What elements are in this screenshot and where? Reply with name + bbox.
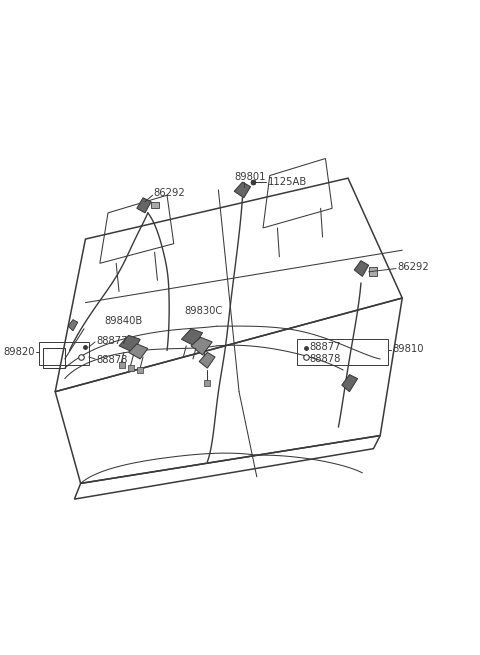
Text: 89830C: 89830C [185, 306, 223, 316]
Polygon shape [151, 202, 159, 208]
Polygon shape [199, 352, 215, 368]
Polygon shape [191, 337, 212, 355]
Text: 89801: 89801 [234, 172, 266, 182]
Polygon shape [342, 375, 358, 392]
Polygon shape [119, 335, 140, 352]
Polygon shape [369, 267, 377, 276]
Polygon shape [234, 182, 251, 198]
Text: 89840B: 89840B [105, 316, 143, 326]
Text: 88877: 88877 [96, 335, 128, 346]
Polygon shape [137, 198, 151, 213]
Text: 1125AB: 1125AB [268, 177, 307, 187]
Text: 86292: 86292 [397, 262, 429, 272]
Text: 89820: 89820 [3, 347, 35, 358]
Text: 88878: 88878 [310, 354, 341, 364]
Polygon shape [354, 261, 369, 276]
Polygon shape [68, 320, 78, 331]
Text: 88877: 88877 [310, 342, 341, 352]
Polygon shape [181, 329, 203, 346]
Text: 89810: 89810 [393, 344, 424, 354]
Text: 88878: 88878 [96, 355, 127, 365]
Text: 86292: 86292 [154, 188, 185, 198]
Polygon shape [129, 344, 148, 359]
